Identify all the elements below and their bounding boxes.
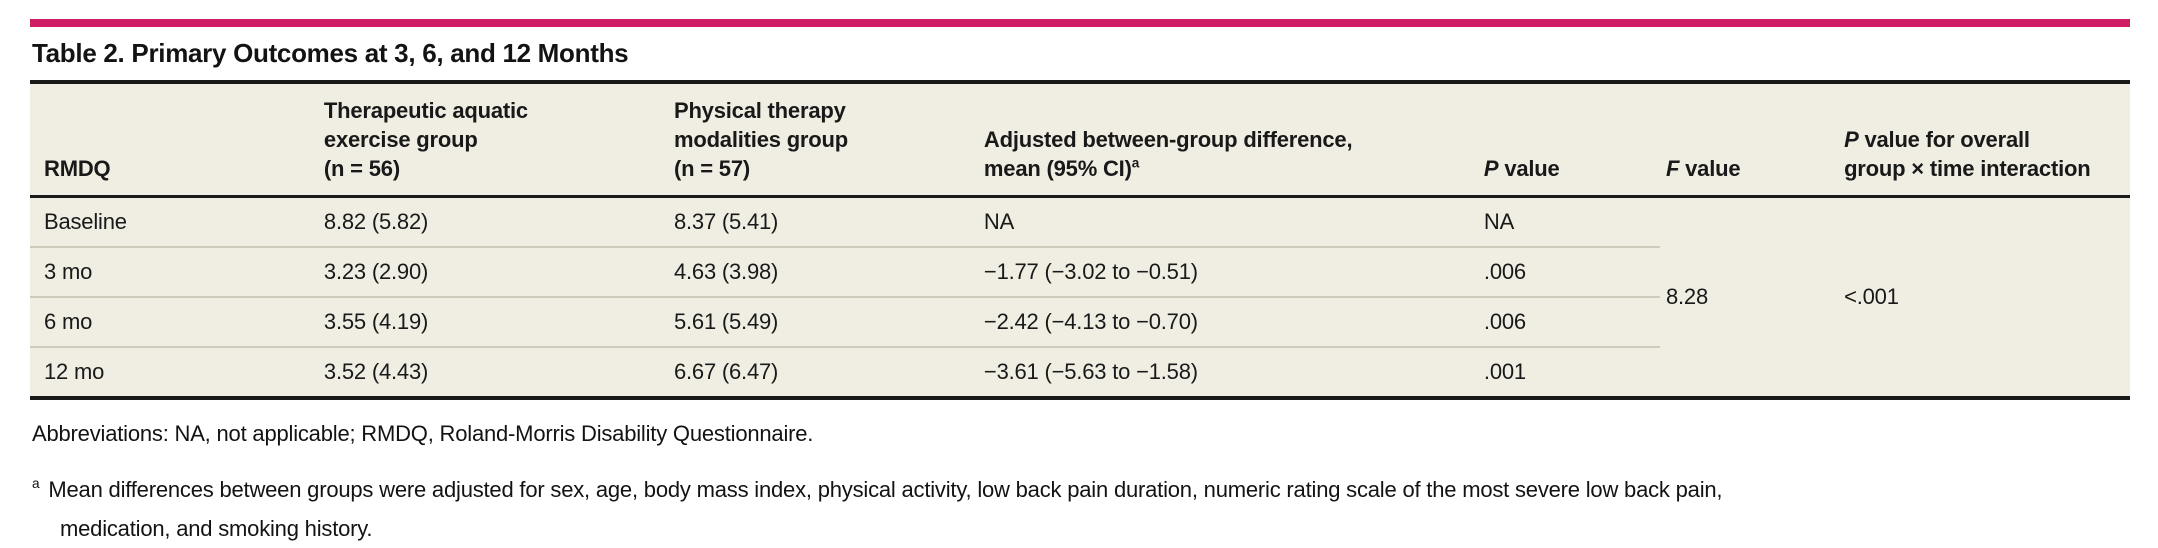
col-header-adjusted-difference: Adjusted between-group difference, mean …	[977, 82, 1478, 199]
row-label: 12 mo	[44, 359, 105, 385]
col-header-rmdq: RMDQ	[30, 82, 318, 199]
p-value: .006	[1477, 297, 1660, 349]
col-header-f-value: F value	[1659, 82, 1839, 199]
p-value: .006	[1477, 247, 1660, 299]
pt-value: 4.63 (3.98)	[667, 247, 978, 299]
header-row: RMDQ Therapeutic aquatic exercise group …	[30, 82, 2130, 199]
col-header-interaction-p: P value for overall group × time interac…	[1838, 82, 2130, 199]
primary-outcomes-table: RMDQ Therapeutic aquatic exercise group …	[30, 80, 2130, 401]
row-label: 6 mo	[30, 297, 318, 349]
f-value-label: value	[1679, 156, 1741, 182]
p-symbol: P	[1844, 127, 1859, 153]
difference-value: −1.77 (−3.02 to −0.51)	[977, 247, 1478, 299]
interaction-p-cell: <.001	[1844, 284, 1899, 310]
f-value-cell: 8.28	[1665, 284, 1709, 310]
footnote-a: a Mean differences between groups were ad…	[32, 470, 2130, 548]
difference-value: −3.61 (−5.63 to −1.58)	[983, 359, 1198, 385]
table-title: Table 2. Primary Outcomes at 3, 6, and 1…	[32, 38, 629, 68]
abbreviations-note: Abbreviations: NA, not applicable; RMDQ,…	[32, 421, 814, 447]
difference-value: −2.42 (−4.13 to −0.70)	[977, 297, 1478, 349]
aquatic-value: 3.52 (4.43)	[323, 359, 429, 385]
page: Table 2. Primary Outcomes at 3, 6, and 1…	[30, 0, 2130, 548]
table-row-12mo: 12 mo 3.52 (4.43) 6.67 (6.47) −3.61 (−5.…	[30, 347, 2130, 398]
col-header-p-value: P value	[1477, 82, 1660, 199]
pt-value: 8.37 (5.41)	[667, 196, 978, 249]
col-header-pt-group: Physical therapy modalities group (n = 5…	[667, 82, 978, 199]
table-row-baseline: Baseline 8.82 (5.82) 8.37 (5.41) NA NA 8…	[30, 196, 2130, 309]
interaction-p-label: value for overall group × time interacti…	[1844, 127, 2091, 182]
aquatic-value: 8.82 (5.82)	[317, 196, 668, 249]
col-header-aquatic-group: Therapeutic aquatic exercise group (n = …	[317, 82, 668, 199]
pt-value: 6.67 (6.47)	[673, 359, 779, 385]
adjusted-difference-label: Adjusted between-group difference, mean …	[983, 127, 1353, 182]
p-value: NA	[1477, 196, 1660, 249]
difference-value: NA	[977, 196, 1478, 249]
footnotes: Abbreviations: NA, not applicable; RMDQ,…	[32, 420, 2130, 548]
f-symbol: F	[1665, 156, 1680, 182]
footnote-a-marker: a	[32, 476, 40, 492]
table-row-3mo: 3 mo 3.23 (2.90) 4.63 (3.98) −1.77 (−3.0…	[30, 247, 2130, 299]
aquatic-value: 3.23 (2.90)	[317, 247, 668, 299]
footnote-a-reference: a	[1131, 155, 1140, 171]
accent-band	[30, 19, 2130, 27]
pt-value: 5.61 (5.49)	[667, 297, 978, 349]
p-value-label: value	[1498, 156, 1560, 182]
p-value: .001	[1483, 359, 1526, 385]
footnote-a-text: Mean differences between groups were adj…	[48, 476, 1723, 541]
aquatic-value: 3.55 (4.19)	[317, 297, 668, 349]
row-label: Baseline	[30, 196, 318, 249]
row-label: 3 mo	[30, 247, 318, 299]
table-row-6mo: 6 mo 3.55 (4.19) 5.61 (5.49) −2.42 (−4.1…	[30, 297, 2130, 349]
p-symbol: P	[1483, 156, 1499, 182]
